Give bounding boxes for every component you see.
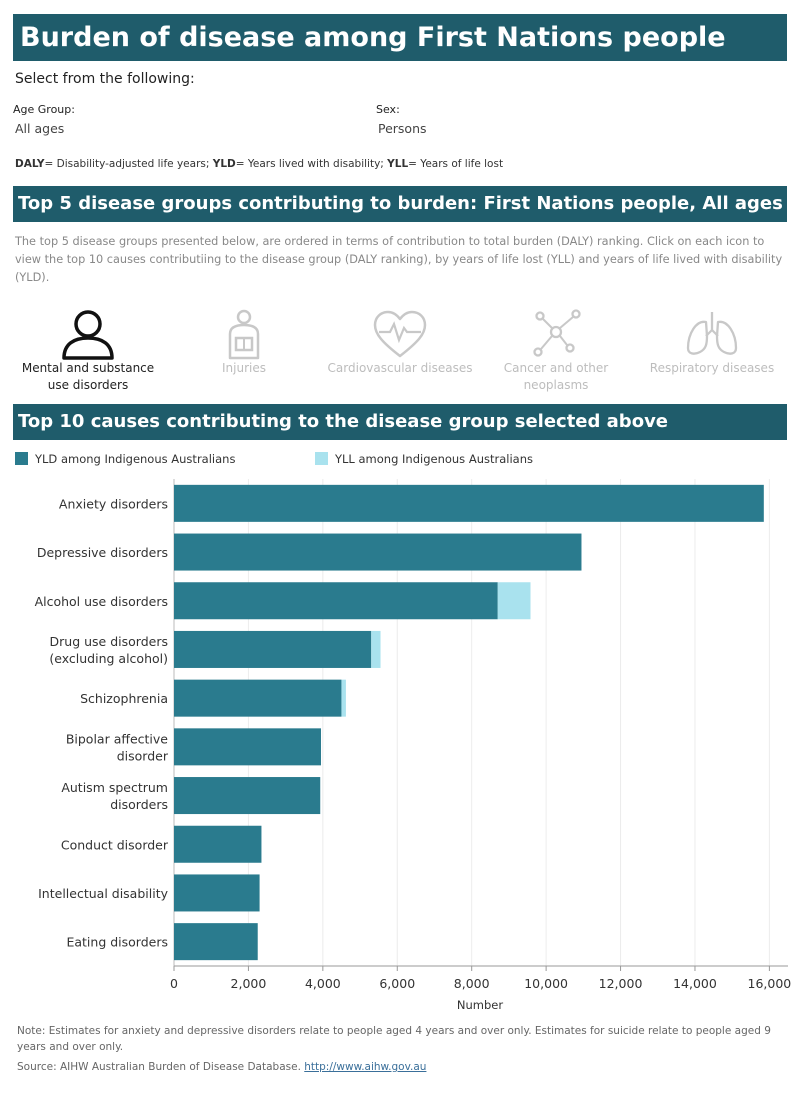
category-label: Autism spectrum [61, 780, 168, 795]
group-mental-substance[interactable]: Mental and substance use disorders [8, 308, 168, 394]
bar-yll[interactable] [341, 679, 346, 717]
sex-select[interactable]: Persons [378, 121, 427, 136]
x-tick-label: 10,000 [524, 976, 568, 991]
bar-yld[interactable] [174, 728, 321, 766]
x-tick-label: 14,000 [673, 976, 717, 991]
abbr-daly: DALY [15, 158, 45, 170]
bar-yld[interactable] [174, 825, 262, 863]
group-label-line2: Cardiovascular diseases [327, 361, 473, 375]
group-cancer[interactable]: Cancer and other neoplasms [476, 308, 636, 394]
legend-label-yll: YLL among Indigenous Australians [335, 452, 533, 466]
bar-yld[interactable] [174, 874, 260, 912]
legend-swatch-yld [15, 452, 28, 465]
section-title-top5: Top 5 disease groups contributing to bur… [13, 186, 787, 222]
source-note: Source: AIHW Australian Burden of Diseas… [17, 1061, 426, 1073]
source-link[interactable]: http://www.aihw.gov.au [304, 1061, 427, 1073]
category-label: (excluding alcohol) [49, 651, 168, 666]
abbr-daly-text: = Disability-adjusted life years; [44, 158, 213, 170]
x-tick-label: 4,000 [305, 976, 341, 991]
abbr-yld: YLD [212, 158, 236, 170]
heart-pulse-icon [373, 310, 427, 358]
x-tick-label: 0 [170, 976, 178, 991]
category-label: Depressive disorders [37, 545, 168, 560]
group-label-line2: Respiratory diseases [649, 361, 775, 375]
x-tick-label: 16,000 [748, 976, 792, 991]
category-label: Bipolar affective [66, 731, 168, 746]
x-tick-label: 12,000 [599, 976, 643, 991]
group-label-line2: Injuries [222, 361, 266, 375]
bar-yld[interactable] [174, 679, 342, 717]
abbreviation-note: DALY= Disability-adjusted life years; YL… [15, 158, 503, 170]
abbr-yld-text: = Years lived with disability; [235, 158, 388, 170]
bar-yld[interactable] [174, 582, 498, 620]
group-label-line2: use disorders [47, 378, 129, 392]
group-injuries[interactable]: Injuries [164, 308, 324, 377]
lungs-icon [686, 312, 738, 355]
category-label: disorder [117, 748, 169, 763]
category-label: Schizophrenia [80, 691, 168, 706]
abbr-yll-text: = Years of life lost [408, 158, 504, 170]
x-axis-title: Number [457, 998, 503, 1012]
bar-yld[interactable] [174, 630, 372, 668]
footnote: Note: Estimates for anxiety and depressi… [17, 1025, 771, 1053]
legend-swatch-yll [315, 452, 328, 465]
molecule-icon [533, 309, 581, 357]
group-label-line2: neoplasms [523, 378, 589, 392]
select-heading: Select from the following: [15, 71, 195, 87]
category-label: Intellectual disability [38, 886, 168, 901]
category-label: disorders [110, 797, 168, 812]
abbr-yll: YLL [387, 158, 409, 170]
x-tick-label: 2,000 [231, 976, 267, 991]
category-label: Alcohol use disorders [35, 594, 168, 609]
bar-yll[interactable] [371, 630, 381, 668]
group-cardiovascular[interactable]: Cardiovascular diseases [320, 308, 480, 377]
injury-bandage-icon [228, 309, 260, 360]
group-label-line1: Cancer and other [503, 361, 609, 375]
category-label: Eating disorders [66, 935, 168, 950]
person-icon [62, 310, 114, 360]
bar-yld[interactable] [174, 777, 321, 815]
x-tick-label: 6,000 [379, 976, 415, 991]
group-respiratory[interactable]: Respiratory diseases [632, 308, 792, 377]
category-label: Drug use disorders [50, 634, 168, 649]
bar-yld[interactable] [174, 533, 582, 571]
legend-label-yld: YLD among Indigenous Australians [35, 452, 236, 466]
bar-yll[interactable] [497, 582, 531, 620]
intro-text: The top 5 disease groups presented below… [15, 235, 783, 284]
bar-yld[interactable] [174, 923, 258, 961]
sex-label: Sex: [376, 103, 400, 116]
category-label: Conduct disorder [61, 837, 169, 852]
age-group-label: Age Group: [13, 103, 75, 116]
group-label-line1: Mental and substance [21, 361, 155, 375]
x-tick-label: 8,000 [454, 976, 490, 991]
category-label: Anxiety disorders [59, 496, 168, 511]
age-group-select[interactable]: All ages [15, 121, 65, 136]
page-title: Burden of disease among First Nations pe… [13, 14, 787, 100]
bar-yld[interactable] [174, 484, 764, 522]
bar-chart: 0 2,000 4,000 6,000 8,000 10,000 12,000 14,000 1… [35, 479, 792, 1012]
section-title-top10: Top 10 causes contributing to the diseas… [13, 404, 787, 440]
source-text: Source: AIHW Australian Burden of Diseas… [17, 1061, 305, 1073]
